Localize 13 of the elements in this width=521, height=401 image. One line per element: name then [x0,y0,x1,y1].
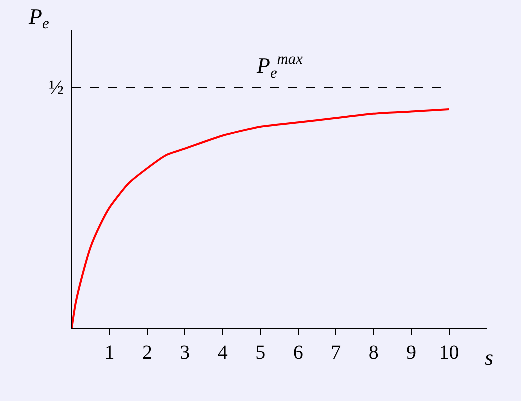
x-axis-title: s [485,345,494,370]
y-axis-title: P$_{e}$ [28,4,50,33]
x-tick-label: 9 [406,342,417,364]
x-tick-label: 6 [293,342,304,364]
text: ½ [49,77,64,99]
x-tick-label: 8 [368,342,379,364]
x-tick-label: 7 [331,342,342,364]
x-tick-label: 2 [142,342,152,364]
x-tick-label: 3 [180,342,190,364]
x-tick-label: 1 [104,342,115,364]
x-tick-label: 5 [256,342,266,364]
x-tick-label: 10 [439,342,460,364]
x-tick-label: 4 [218,342,228,364]
